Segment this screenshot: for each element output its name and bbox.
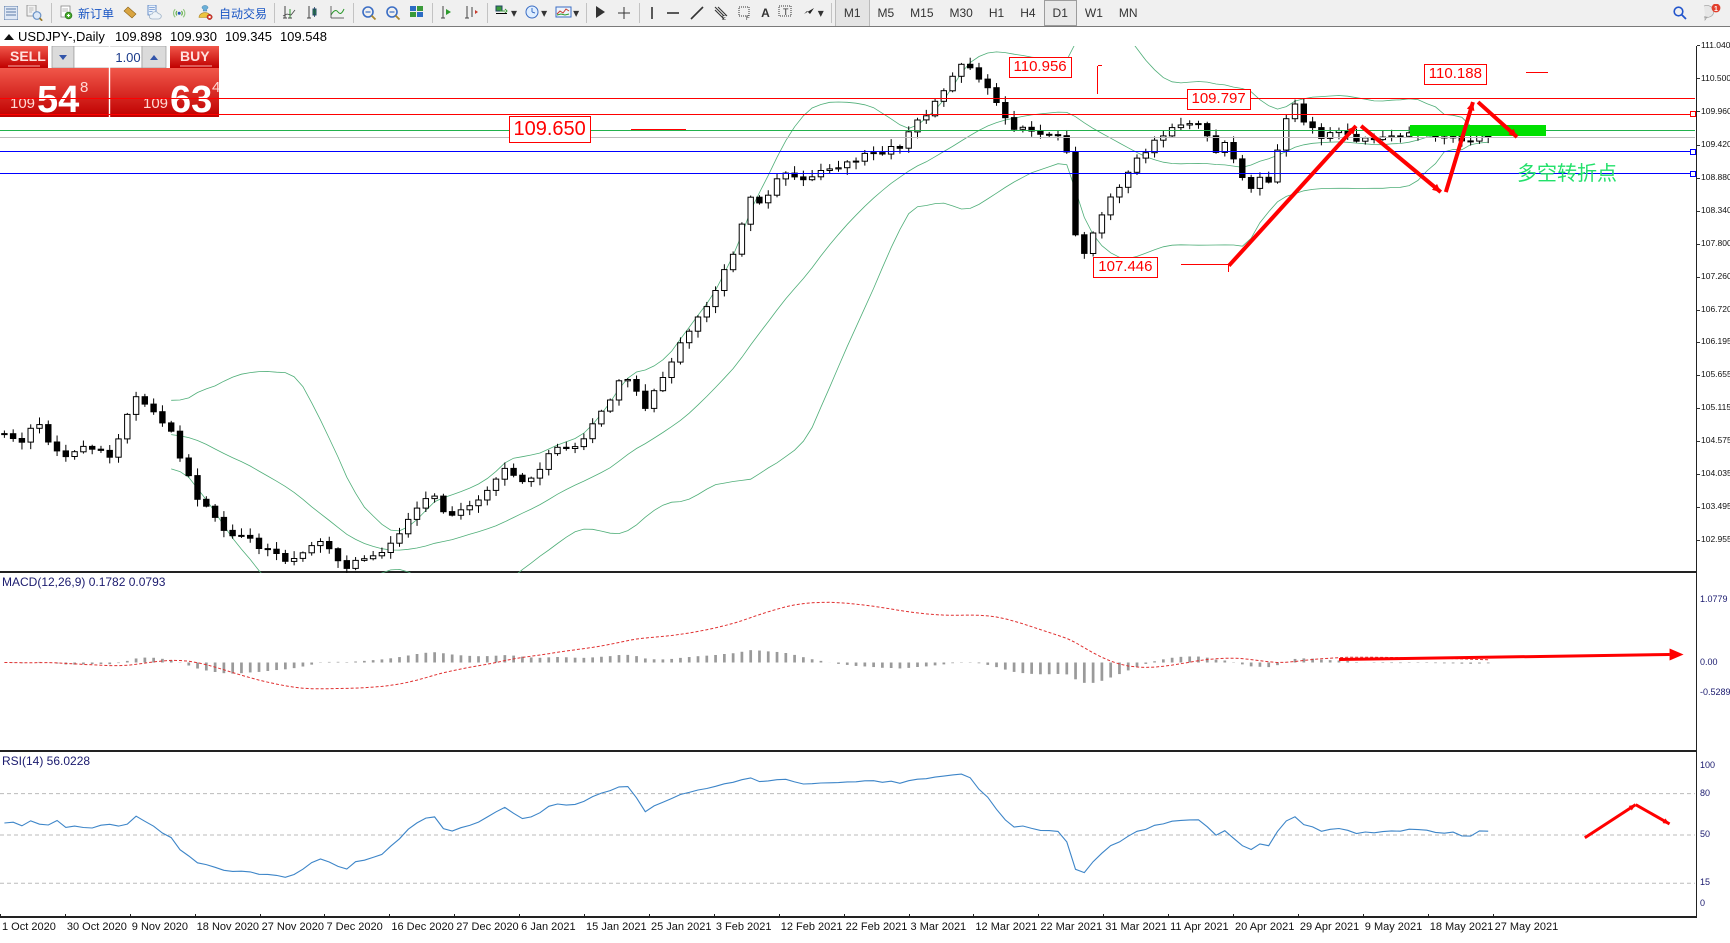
svg-text:1: 1 <box>1714 6 1718 13</box>
svg-text:T: T <box>783 7 789 17</box>
svg-text:F: F <box>746 16 750 21</box>
svg-text:E: E <box>722 16 726 21</box>
